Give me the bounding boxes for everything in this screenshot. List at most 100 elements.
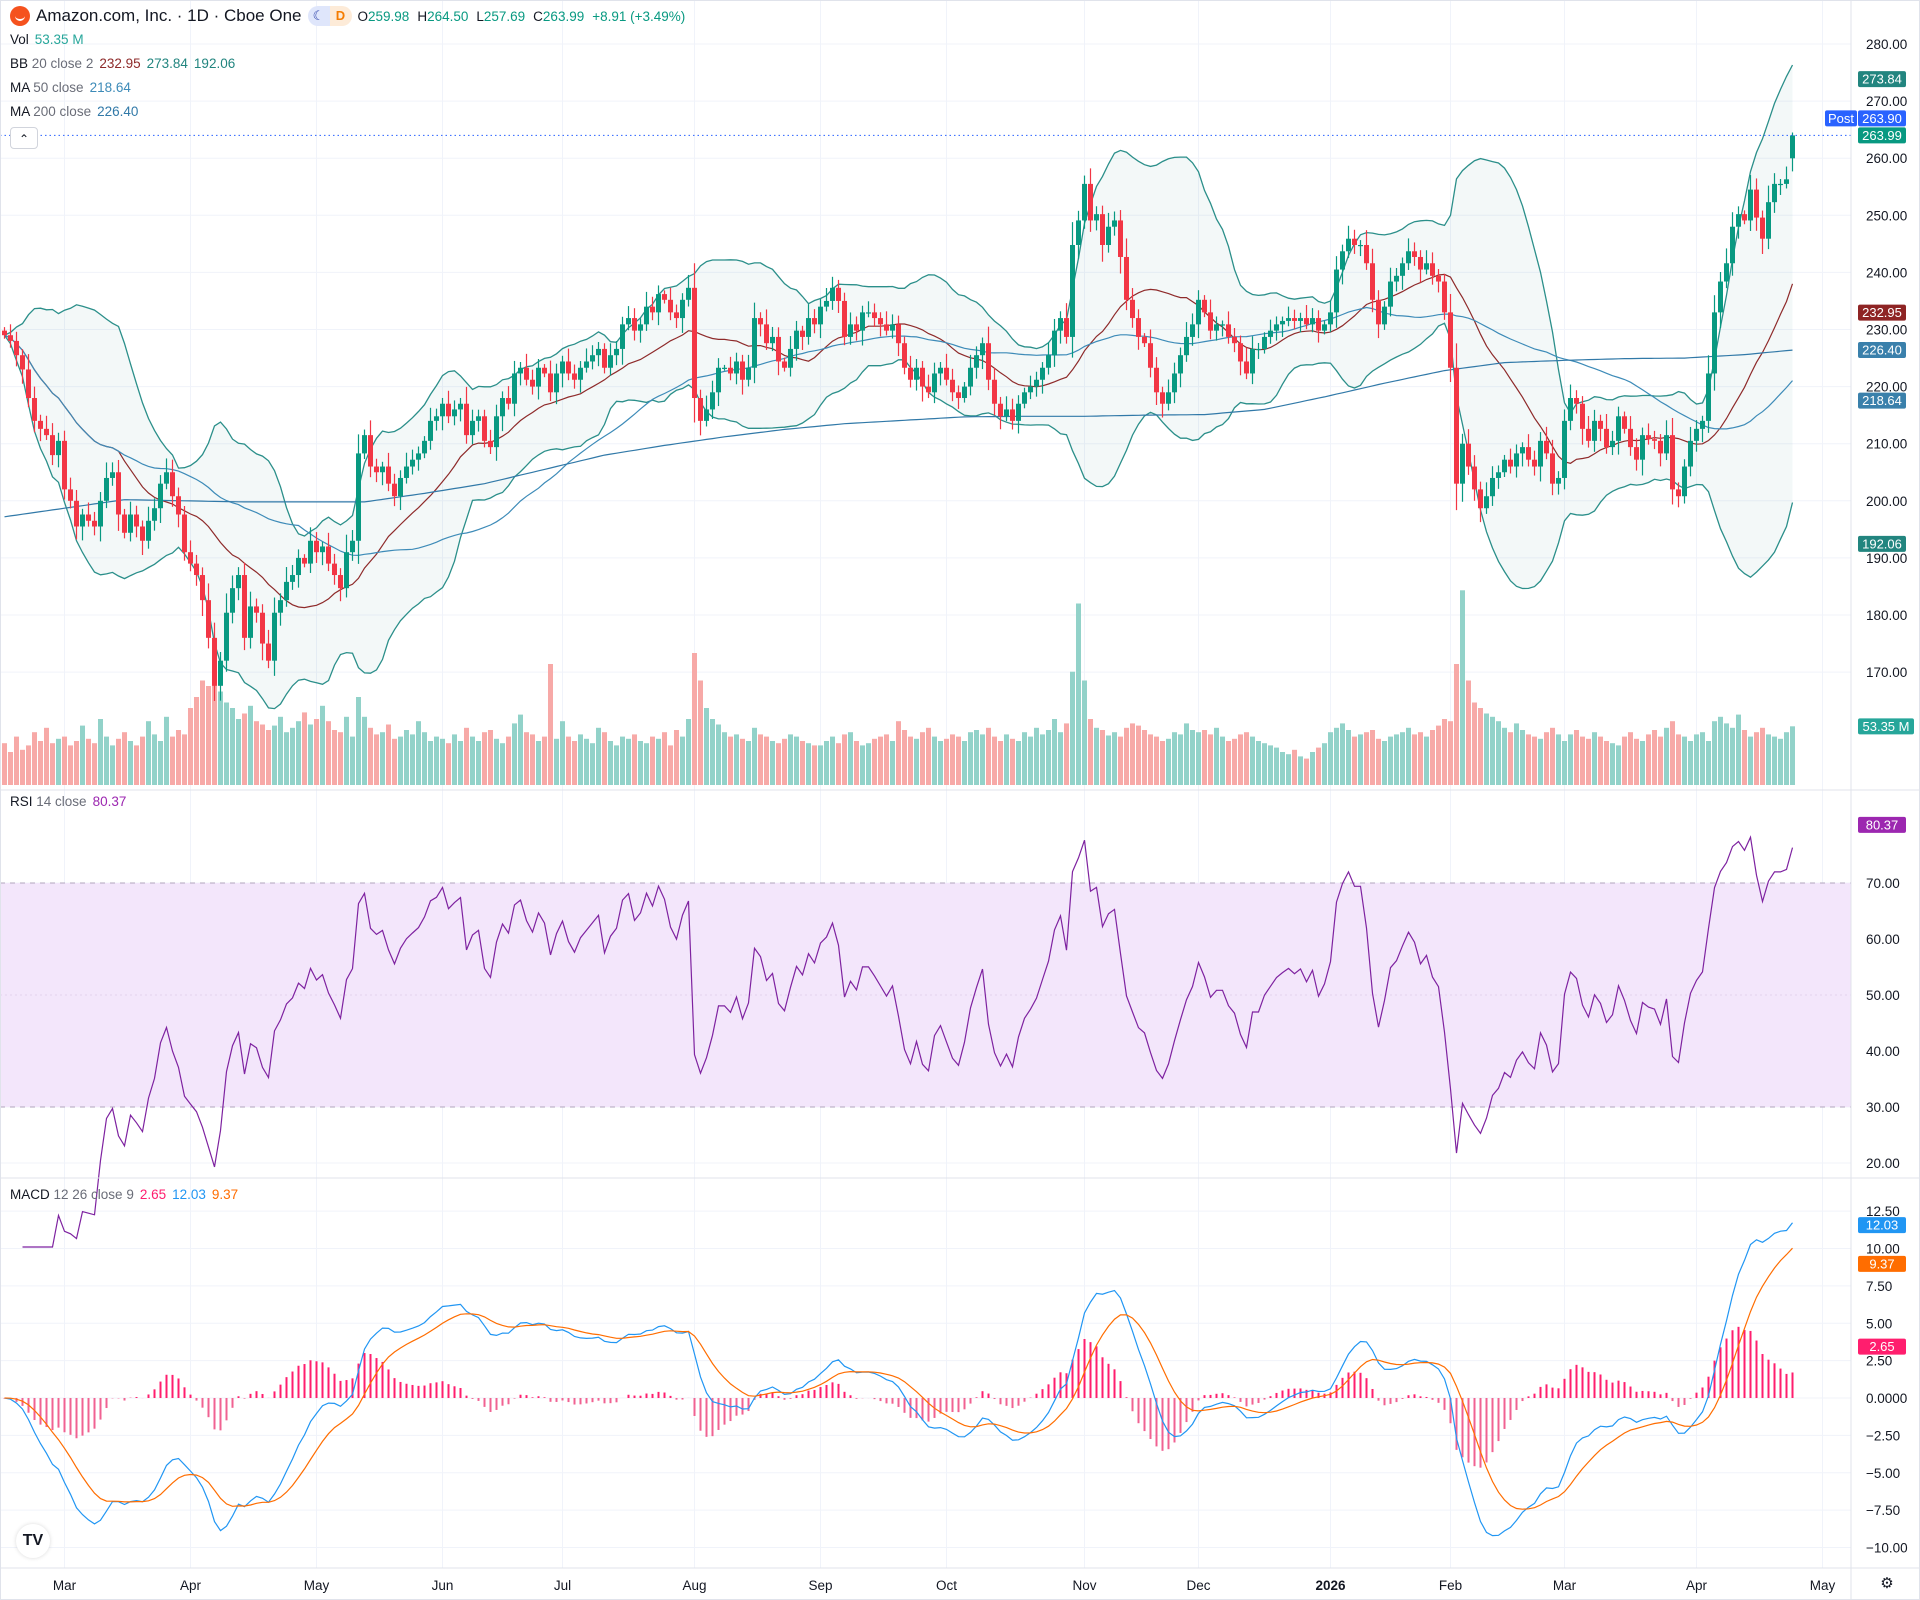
macd-histogram-bar [1341,1377,1344,1398]
volume-bar [1586,738,1591,785]
candle-body [1172,373,1177,393]
open-value: 259.98 [368,8,410,24]
volume-bar [1184,723,1189,785]
volume-bar [1040,734,1045,785]
macd-histogram-bar [1383,1398,1386,1406]
candle [506,386,511,410]
candle [596,342,601,367]
candle-body [1256,348,1261,351]
candle [1712,295,1717,391]
candle [1076,210,1081,259]
macd-histogram-bar [783,1398,786,1400]
volume-bar [62,736,67,785]
candle-body [242,575,247,638]
macd-histogram-bar [1689,1398,1692,1399]
post-label-badge-bg [1825,110,1857,127]
macd-histogram-bar [1461,1398,1464,1458]
rsi-value: 80.37 [92,794,127,809]
macd-histogram-bar [1635,1391,1638,1398]
candle [998,396,1003,430]
volume-bar [74,741,79,785]
macd-histogram-bar [1173,1398,1176,1443]
candle-body [56,440,61,456]
macd-histogram-bar [1455,1398,1458,1450]
macd-histogram-bar [1209,1394,1212,1398]
volume-bar [1412,734,1417,785]
macd-histogram-bar [1125,1397,1128,1398]
candle-body [1700,420,1705,429]
candle [986,326,991,391]
candle-body [662,294,667,300]
volume-bar [440,738,445,785]
macd-histogram-bar [1599,1374,1602,1398]
macd-histogram-bar [1239,1398,1242,1402]
symbol-legend: Amazon.com, Inc. · 1D · Cboe One ☾ D O25… [10,6,685,26]
macd-histogram-bar [1521,1398,1524,1402]
volume-bar [716,724,721,785]
bb-legend[interactable]: BB 20 close 2 232.95 273.84 192.06 [10,56,235,71]
volume-legend[interactable]: Vol 53.35 M [10,32,84,47]
volume-bar [476,741,481,785]
candle [1622,411,1627,434]
volume-bar [1238,734,1243,785]
volume-bar [1484,713,1489,785]
candle-body [176,496,181,515]
candle [1466,429,1471,475]
candle-body [1646,435,1651,440]
volume-bar [332,730,337,785]
macd-histogram-bar [1119,1381,1122,1398]
macd-histogram-bar [1545,1384,1548,1398]
volume-bar [554,738,559,785]
volume-bar [1106,735,1111,785]
candle [212,622,217,701]
last-price-badge-bg [1858,127,1906,144]
macd-histogram-bar [1389,1398,1392,1404]
candle [914,358,919,391]
macd-legend[interactable]: MACD 12 26 close 9 2.65 12.03 9.37 [10,1187,238,1202]
candle [536,358,541,400]
bb-fill [4,65,1793,709]
volume-bar [32,732,37,785]
volume-bar [746,741,751,785]
bb-params: 20 close 2 [31,56,94,71]
moon-icon[interactable]: ☾ [307,6,330,26]
candle [1184,322,1189,362]
macd-histogram-bar [945,1398,948,1412]
macd-histogram-bar [903,1398,906,1413]
macd-histogram-bar [147,1394,150,1398]
candle-body [1052,330,1057,356]
macd-histogram-bar [45,1398,48,1428]
volume-bar [698,680,703,785]
candle-body [1106,226,1111,245]
candle-body [1160,392,1165,404]
candle-body [620,324,625,349]
settings-icon[interactable]: ⚙ [1880,1575,1894,1592]
status-badges[interactable]: ☾ D [307,6,352,26]
candle [1430,252,1435,285]
tradingview-logo[interactable]: TV [16,1524,50,1558]
volume-bar [200,680,205,785]
macd-histogram-bar [87,1398,90,1433]
macd-histogram-bar [1785,1373,1788,1398]
candle [344,534,349,598]
candle-body [1514,453,1519,467]
macd-histogram-bar [657,1391,660,1398]
collapse-legend-button[interactable]: ⌃ [10,127,38,149]
candle-body [1544,440,1549,454]
volume-bar [932,736,937,785]
symbol-title[interactable]: Amazon.com, Inc. · 1D · Cboe One [36,6,302,25]
data-badge[interactable]: D [329,6,352,26]
candle [644,291,649,331]
ma50-legend[interactable]: MA 50 close 218.64 [10,80,131,95]
volume-bar [1136,725,1141,785]
rsi-legend[interactable]: RSI 14 close 80.37 [10,794,126,809]
volume-bar [794,736,799,785]
ma200-legend[interactable]: MA 200 close 226.40 [10,104,138,119]
volume-bar [1166,738,1171,785]
volume-bar [416,721,421,785]
candle [590,345,595,370]
candle-body [314,540,319,553]
candle-body [272,612,277,661]
candle-body [878,318,883,325]
